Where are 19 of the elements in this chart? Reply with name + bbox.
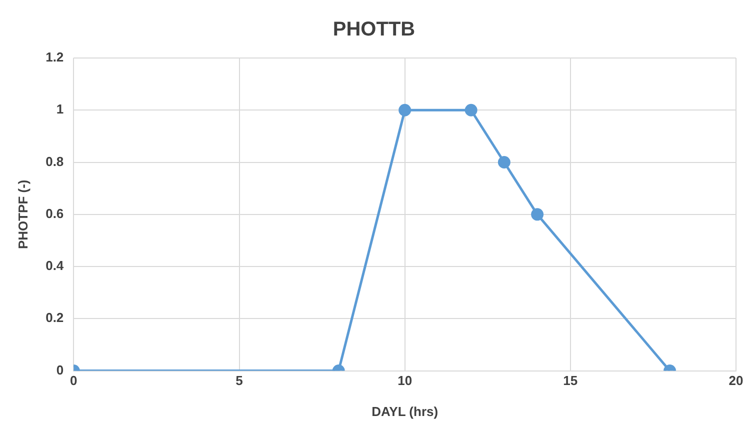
point <box>498 156 510 169</box>
x-tick-label: 0 <box>70 373 78 388</box>
y-tick-label: 1.2 <box>46 50 64 65</box>
point <box>398 104 412 116</box>
y-tick-label: 0 <box>56 362 64 378</box>
y-tick-label: 1 <box>56 102 64 117</box>
y-tick-label: 0.6 <box>46 206 64 221</box>
x-tick-label: 20 <box>728 373 744 388</box>
y-tick-label: 0.8 <box>46 154 64 169</box>
y-axis-title: PHOTPF (-) <box>15 180 30 250</box>
x-axis-title: DAYL (hrs) <box>372 404 438 419</box>
chart-title: PHOTTB <box>332 18 416 41</box>
point <box>531 208 544 221</box>
x-tick-label: 5 <box>236 373 243 388</box>
point <box>464 104 478 116</box>
x-tick-label: 15 <box>563 373 578 388</box>
y-tick-label: 0.4 <box>46 258 64 274</box>
y-tick-label: 0.2 <box>46 310 64 326</box>
x-tick-label: 10 <box>398 373 412 388</box>
